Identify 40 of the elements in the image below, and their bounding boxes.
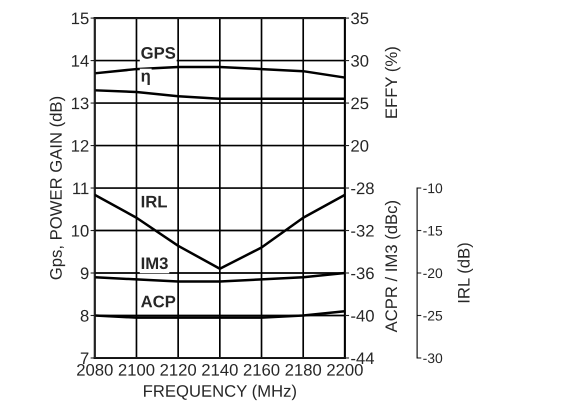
- series-label: IRL: [142, 196, 167, 208]
- x-tick-label: 2100: [118, 364, 154, 376]
- y2-tick-label: 30: [351, 54, 368, 67]
- y3-tick-label: -32: [351, 224, 374, 237]
- y-tick-label: 11: [73, 182, 88, 194]
- y-tick-label: 15: [72, 12, 89, 24]
- y2-tick-label: 25: [351, 97, 368, 110]
- series-label: GPS: [141, 47, 176, 59]
- series-label: ACP: [141, 296, 176, 308]
- y-tick-label: -15: [423, 226, 442, 236]
- y2-axis-title: EFFY (%): [384, 47, 400, 118]
- x-tick-label: 2180: [286, 364, 322, 376]
- y-axis-title: Gps, POWER GAIN (dB): [50, 96, 66, 280]
- y3-tick-label: -28: [351, 182, 374, 194]
- y2-tick-label: 35: [351, 12, 368, 24]
- y-tick-label: 14: [72, 55, 89, 67]
- y3-tick-label: -40: [351, 310, 374, 322]
- y3-axis-title: ACPR / IM3 (dBc): [384, 201, 400, 332]
- y-tick-label: 9: [80, 267, 88, 280]
- y3-tick-label: -36: [351, 267, 374, 280]
- y-tick-label: -20: [423, 268, 442, 278]
- y-tick-label: 7: [80, 352, 88, 364]
- series-label: IM3: [142, 257, 168, 270]
- y-tick-label: 12: [72, 140, 88, 152]
- y-axis-title: IRL (dB): [457, 243, 473, 302]
- y3-tick-label: -44: [351, 352, 374, 364]
- y-tick-label: -25: [423, 310, 442, 321]
- x-tick-label: 2160: [244, 364, 280, 376]
- y-tick-label: -30: [423, 353, 442, 364]
- x-tick-label: 2120: [160, 364, 196, 376]
- y-tick-label: 13: [72, 97, 88, 110]
- x-tick-label: 2140: [202, 364, 238, 376]
- x-axis-title: FREQUENCY (MHz): [144, 384, 296, 400]
- y-tick-label: -10: [423, 183, 442, 194]
- y-tick-label: 10: [72, 224, 89, 237]
- y2-tick-label: 20: [351, 140, 368, 152]
- series-label: η: [142, 72, 150, 86]
- y-tick-label: 8: [80, 310, 89, 322]
- x-tick-label: 2200: [327, 364, 363, 376]
- x-tick-label: 2080: [77, 364, 113, 376]
